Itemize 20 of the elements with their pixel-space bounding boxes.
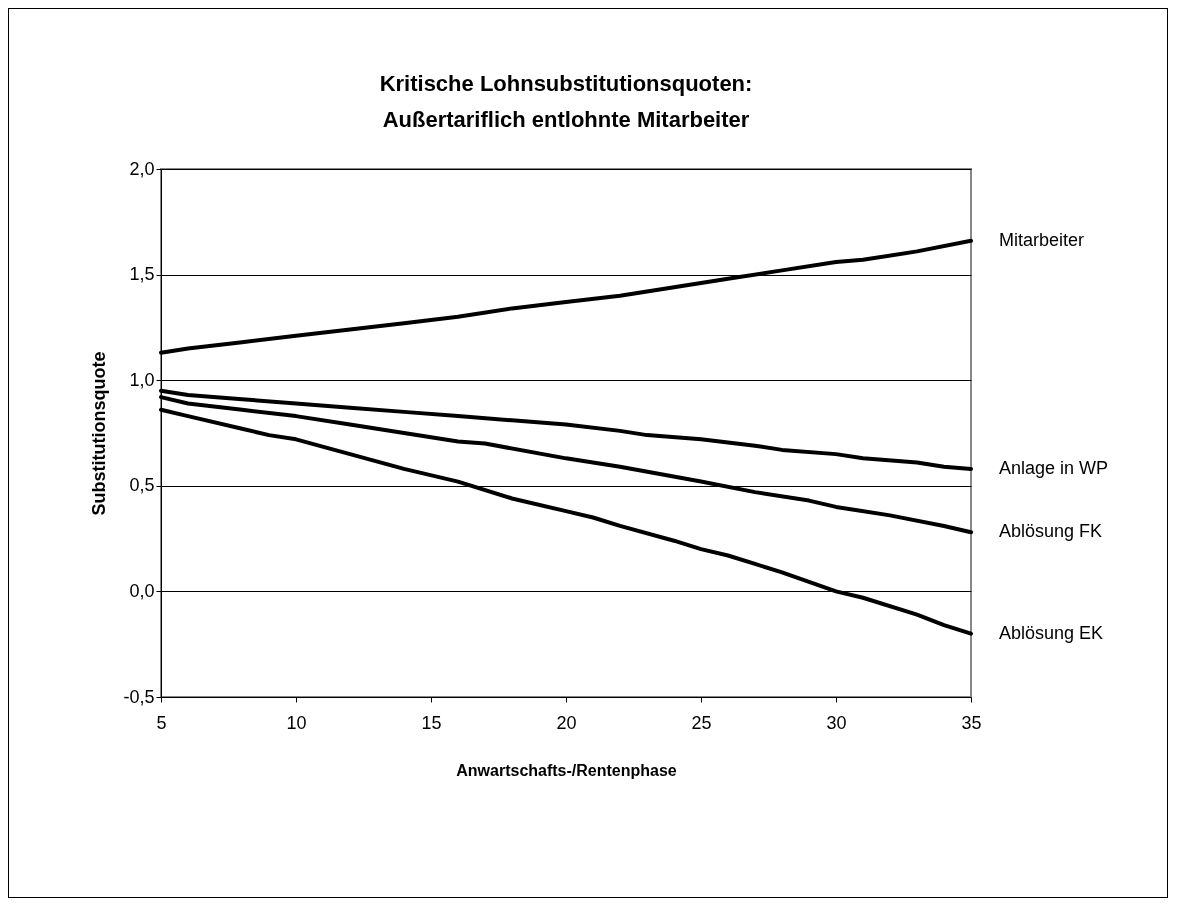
x-tick-label: 5 <box>156 712 167 733</box>
x-axis-title: Anwartschafts-/Rentenphase <box>456 761 677 779</box>
chart-title: Kritische Lohnsubstitutionsquoten: Außertariflich entlohnte Mitarbeiter <box>379 71 753 132</box>
y-axis-title: Substitutionsquote <box>89 351 110 516</box>
y-tick-label: 2,0 <box>129 158 155 179</box>
x-tick-label: 15 <box>421 712 442 733</box>
x-tick-label: 30 <box>826 712 847 733</box>
y-tick-label: 0,5 <box>129 475 155 496</box>
series-label: Ablösung FK <box>999 521 1103 542</box>
x-tick-label: 25 <box>691 712 712 733</box>
y-tick-label: -0,5 <box>123 686 155 707</box>
x-tick-label: 20 <box>556 712 577 733</box>
y-tick-label: 1,5 <box>129 264 155 285</box>
x-tick-label: 35 <box>961 712 982 733</box>
series-label: Anlage in WP <box>999 457 1109 478</box>
series-label: Ablösung EK <box>999 622 1104 643</box>
x-tick-label: 10 <box>286 712 307 733</box>
series-label: Mitarbeiter <box>999 229 1085 250</box>
y-tick-label: 0,0 <box>129 580 155 601</box>
y-tick-label: 1,0 <box>129 369 155 390</box>
